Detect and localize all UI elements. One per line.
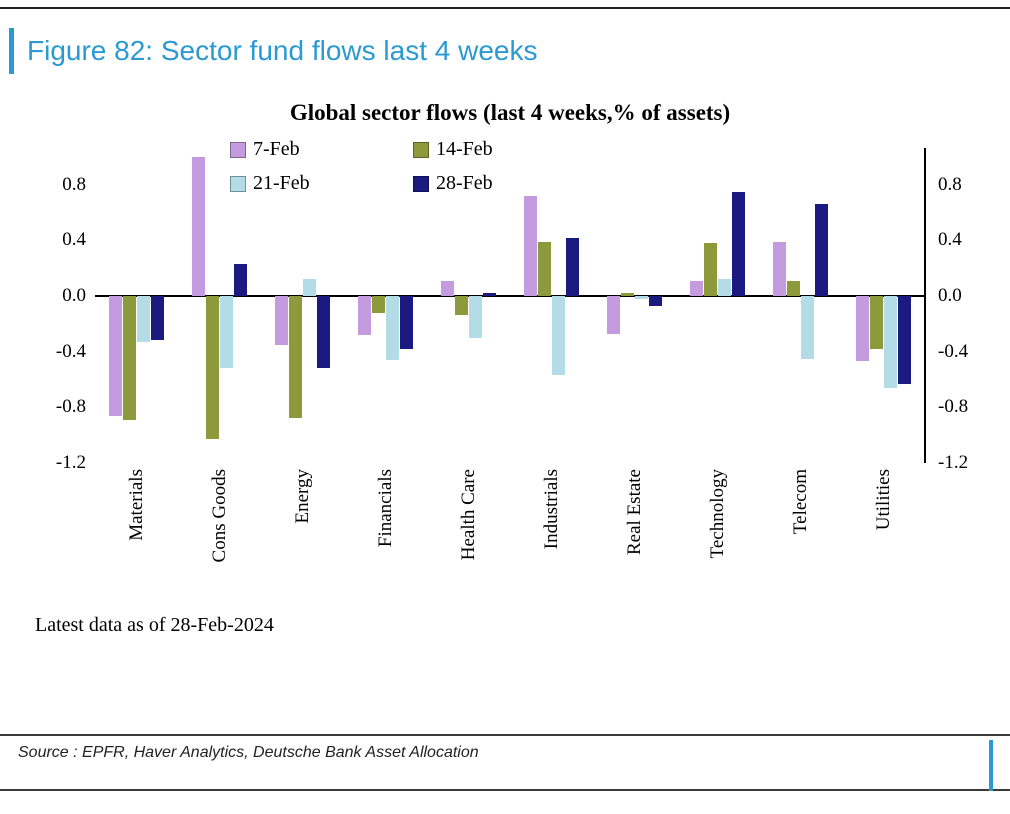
x-label-health-care: Health Care <box>457 469 479 561</box>
bar-energy-28-feb <box>317 296 330 369</box>
bar-utilities-7-feb <box>856 296 869 362</box>
bar-utilities-21-feb <box>884 296 897 388</box>
bar-industrials-21-feb <box>552 296 565 376</box>
y-tick-left: -0.8 <box>55 396 86 418</box>
bar-cons-goods-14-feb <box>206 296 219 440</box>
bar-industrials-14-feb <box>538 241 551 296</box>
source-text: Source : EPFR, Haver Analytics, Deutsche… <box>18 744 479 761</box>
bar-financials-21-feb <box>386 296 399 360</box>
bar-energy-7-feb <box>275 296 288 345</box>
y-tick-right: 0.0 <box>938 285 962 306</box>
y-tick-left: -0.4 <box>55 340 86 362</box>
legend-item-7-feb: 7-Feb <box>230 138 300 161</box>
bar-technology-14-feb <box>704 243 717 296</box>
y-tick-right: 0.8 <box>938 173 962 195</box>
x-label-industrials: Industrials <box>540 469 562 550</box>
x-label-telecom: Telecom <box>789 469 811 535</box>
y-tick-left: 0.0 <box>62 285 86 306</box>
bottom-border <box>0 789 1010 791</box>
x-label-cons-goods: Cons Goods <box>208 469 230 563</box>
bar-health-care-14-feb <box>455 296 468 316</box>
bar-utilities-14-feb <box>870 296 883 349</box>
legend-label: 28-Feb <box>436 172 493 194</box>
right-axis-line <box>924 148 926 463</box>
bar-cons-goods-7-feb <box>192 157 205 296</box>
bar-real-estate-21-feb <box>635 296 648 299</box>
legend-item-21-feb: 21-Feb <box>230 172 310 195</box>
legend-swatch-28-feb <box>413 175 429 192</box>
footer-accent-bar <box>989 740 993 791</box>
bar-energy-14-feb <box>289 296 302 419</box>
legend-label: 14-Feb <box>436 138 493 160</box>
latest-data-note: Latest data as of 28-Feb-2024 <box>35 614 274 636</box>
bar-cons-goods-28-feb <box>234 264 247 296</box>
bar-technology-21-feb <box>718 279 731 296</box>
y-tick-right: -0.8 <box>938 396 969 418</box>
top-border <box>0 7 1010 9</box>
y-tick-left: 0.8 <box>62 173 86 195</box>
y-tick-right: -1.2 <box>938 451 969 473</box>
x-label-energy: Energy <box>291 469 313 524</box>
bar-telecom-7-feb <box>773 241 786 296</box>
bar-health-care-7-feb <box>441 280 454 296</box>
bar-materials-21-feb <box>137 296 150 342</box>
x-label-utilities: Utilities <box>872 469 894 531</box>
bar-cons-goods-21-feb <box>220 296 233 369</box>
zero-baseline <box>95 295 925 297</box>
bar-materials-14-feb <box>123 296 136 420</box>
bar-energy-21-feb <box>303 279 316 296</box>
legend-swatch-14-feb <box>413 141 429 158</box>
y-tick-left: -1.2 <box>55 451 86 473</box>
x-label-technology: Technology <box>706 469 728 559</box>
y-tick-right: 0.4 <box>938 229 962 251</box>
bar-technology-7-feb <box>690 280 703 296</box>
figure-title: Figure 82: Sector fund flows last 4 week… <box>27 35 538 66</box>
bar-health-care-28-feb <box>483 293 496 296</box>
legend-item-14-feb: 14-Feb <box>413 138 493 161</box>
x-label-financials: Financials <box>374 469 396 548</box>
legend-item-28-feb: 28-Feb <box>413 172 493 195</box>
chart-title: Global sector flows (last 4 weeks,% of a… <box>289 100 731 125</box>
bar-utilities-28-feb <box>898 296 911 384</box>
bar-financials-7-feb <box>358 296 371 335</box>
bar-real-estate-28-feb <box>649 296 662 306</box>
bar-telecom-21-feb <box>801 296 814 359</box>
bar-financials-28-feb <box>400 296 413 349</box>
y-tick-left: 0.4 <box>62 229 86 251</box>
bar-industrials-7-feb <box>524 195 537 296</box>
legend-swatch-7-feb <box>230 141 246 158</box>
bar-materials-7-feb <box>109 296 122 416</box>
bar-industrials-28-feb <box>566 237 579 296</box>
legend-label: 7-Feb <box>253 138 300 160</box>
bar-real-estate-14-feb <box>621 293 634 296</box>
x-label-materials: Materials <box>125 469 147 541</box>
bar-financials-14-feb <box>372 296 385 313</box>
footer-divider <box>0 734 1010 736</box>
legend-label: 21-Feb <box>253 172 310 194</box>
x-label-real-estate: Real Estate <box>623 469 645 555</box>
bar-telecom-28-feb <box>815 204 828 296</box>
legend-swatch-21-feb <box>230 175 246 192</box>
bar-telecom-14-feb <box>787 280 800 296</box>
y-tick-right: -0.4 <box>938 340 969 362</box>
bar-materials-28-feb <box>151 296 164 341</box>
bar-real-estate-7-feb <box>607 296 620 334</box>
bar-health-care-21-feb <box>469 296 482 338</box>
bar-technology-28-feb <box>732 191 745 296</box>
header-accent-bar <box>9 28 14 74</box>
